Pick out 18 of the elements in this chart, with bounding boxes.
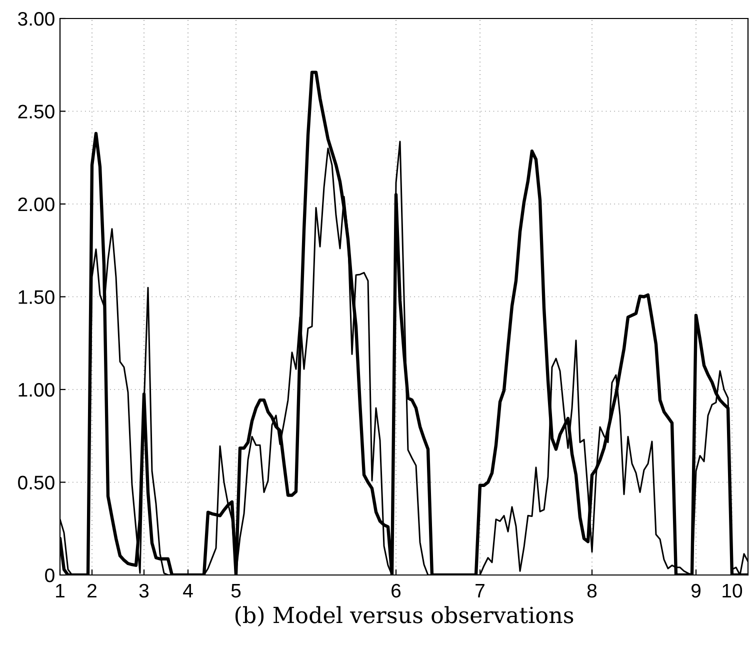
text: (b) Model versus observations [235,606,574,627]
x-tick-label: 2 [88,584,96,598]
y-tick-label: 0.50 [18,476,54,490]
x-tick-label: 3 [139,584,149,598]
y-tick-label: 1.00 [18,382,54,397]
x-tick-label: 9 [692,584,700,598]
y-tick-label: 3.00 [18,12,54,26]
x-tick-label: 8 [587,584,597,598]
y-tick-label: 2.50 [18,104,54,118]
y-tick-label: 2.00 [18,197,54,212]
y-tick-label: 0 [45,568,54,582]
x-tick-label: 10 [722,584,742,598]
x-tick-label: 4 [183,584,193,598]
x-tick-label: 7 [476,584,484,598]
x-tick-label: 6 [392,584,401,598]
y-tick-label: 1.50 [18,290,54,304]
x-tick-label: 1 [56,584,64,598]
x-tick-label: 5 [231,584,241,598]
